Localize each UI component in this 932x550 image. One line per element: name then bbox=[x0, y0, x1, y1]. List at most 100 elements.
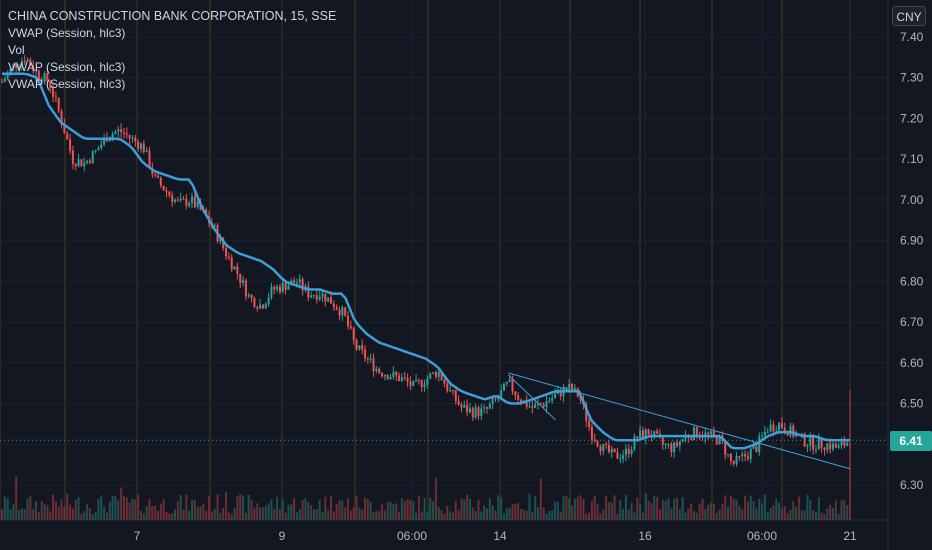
candle-body bbox=[630, 449, 633, 454]
volume-bar bbox=[661, 499, 664, 520]
candle-body bbox=[281, 282, 284, 292]
candle-body bbox=[23, 60, 26, 62]
candle-body bbox=[347, 315, 350, 327]
volume-bar bbox=[423, 497, 426, 520]
volume-bar bbox=[656, 496, 659, 520]
volume-bar bbox=[707, 504, 710, 520]
currency-selector[interactable]: CNY bbox=[892, 6, 926, 26]
candle-body bbox=[758, 436, 761, 452]
volume-bar bbox=[131, 498, 134, 520]
candle-body bbox=[324, 293, 327, 302]
volume-bar bbox=[636, 497, 639, 520]
volume-bar bbox=[727, 506, 730, 520]
candle-body bbox=[253, 298, 256, 308]
candle-body bbox=[9, 68, 12, 73]
candle-body bbox=[829, 443, 832, 450]
candle-body bbox=[437, 372, 440, 377]
volume-bar bbox=[831, 507, 834, 520]
volume-bar bbox=[369, 502, 372, 520]
candle-body bbox=[352, 328, 355, 340]
candle-body bbox=[278, 286, 281, 292]
volume-bar bbox=[174, 509, 177, 520]
volume-bar bbox=[253, 507, 256, 520]
volume-bar bbox=[797, 496, 800, 520]
candle-body bbox=[341, 307, 344, 316]
candle-body bbox=[602, 444, 605, 452]
volume-bar bbox=[32, 509, 35, 520]
volume-bar bbox=[639, 504, 642, 520]
candle-body bbox=[542, 404, 545, 407]
candle-body bbox=[457, 400, 460, 405]
chart-title[interactable]: CHINA CONSTRUCTION BANK CORPORATION, 15,… bbox=[8, 9, 337, 23]
candle-body bbox=[225, 247, 228, 257]
candle-body bbox=[400, 377, 403, 382]
volume-bar bbox=[105, 512, 108, 520]
candle-body bbox=[616, 452, 619, 459]
volume-bar bbox=[735, 499, 738, 520]
candle-body bbox=[49, 81, 52, 89]
volume-bar bbox=[718, 509, 721, 520]
volume-bar bbox=[508, 507, 511, 520]
candle-body bbox=[137, 141, 140, 149]
volume-bar bbox=[364, 497, 367, 520]
candle-body bbox=[259, 304, 262, 309]
candle-body bbox=[213, 225, 216, 227]
candle-body bbox=[778, 422, 781, 431]
candle-body bbox=[517, 395, 520, 400]
volume-bar bbox=[758, 499, 761, 520]
trendline bbox=[508, 372, 851, 470]
volume-bar bbox=[647, 500, 650, 520]
volume-bar bbox=[721, 503, 724, 520]
candle-body bbox=[502, 383, 505, 391]
candle-body bbox=[636, 436, 639, 439]
indicator-vwap-1[interactable]: VWAP (Session, hlc3) bbox=[8, 26, 126, 40]
candle-body bbox=[26, 59, 29, 62]
volume-bar bbox=[137, 494, 140, 520]
candle-body bbox=[647, 429, 650, 435]
volume-bar bbox=[429, 497, 432, 520]
volume-bar bbox=[789, 509, 792, 520]
candle-body bbox=[449, 390, 452, 392]
candle-body bbox=[3, 78, 6, 82]
candle-body bbox=[398, 375, 401, 382]
candle-body bbox=[66, 133, 69, 140]
volume-bar bbox=[233, 507, 236, 520]
volume-bar bbox=[502, 513, 505, 520]
candle-body bbox=[247, 294, 250, 297]
volume-bar bbox=[534, 496, 537, 520]
candle-body bbox=[420, 380, 423, 387]
candle-body bbox=[624, 448, 627, 456]
candle-body bbox=[358, 345, 361, 350]
candle-body bbox=[491, 398, 494, 405]
volume-bar bbox=[125, 497, 128, 520]
volume-bar bbox=[437, 506, 440, 520]
indicator-vwap-2[interactable]: VWAP (Session, hlc3) bbox=[8, 60, 126, 74]
volume-bar bbox=[162, 499, 165, 520]
candle-body bbox=[460, 404, 463, 408]
candle-body bbox=[298, 279, 301, 283]
volume-bar bbox=[267, 503, 270, 520]
candle-body bbox=[800, 433, 803, 435]
volume-bar bbox=[225, 491, 228, 520]
volume-bar bbox=[817, 497, 820, 520]
y-tick-label: 7.00 bbox=[900, 193, 924, 207]
indicator-volume[interactable]: Vol bbox=[8, 43, 25, 57]
candle-body bbox=[761, 435, 764, 437]
volume-bar bbox=[658, 509, 661, 520]
indicator-vwap-3[interactable]: VWAP (Session, hlc3) bbox=[8, 77, 126, 91]
volume-bar bbox=[823, 513, 826, 520]
candle-body bbox=[193, 196, 196, 208]
candle-body bbox=[485, 407, 488, 409]
x-tick-label: 14 bbox=[493, 529, 507, 543]
volume-bar bbox=[3, 496, 6, 520]
volume-bar bbox=[329, 495, 332, 520]
volume-bar bbox=[678, 509, 681, 520]
candle-body bbox=[766, 431, 769, 433]
candle-body bbox=[131, 137, 134, 139]
candle-body bbox=[831, 443, 834, 450]
volume-bar bbox=[417, 495, 420, 520]
volume-bar bbox=[670, 508, 673, 520]
volume-bar bbox=[86, 504, 89, 520]
